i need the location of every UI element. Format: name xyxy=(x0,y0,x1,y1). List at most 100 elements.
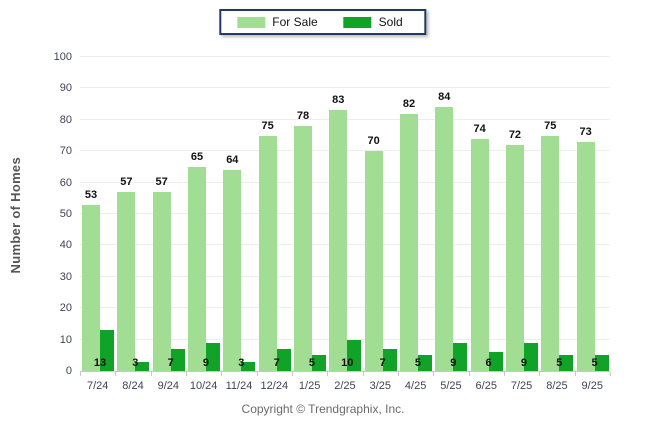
legend-item-sold: Sold xyxy=(343,15,403,29)
sold-value-label: 9 xyxy=(520,357,527,369)
for-sale-bar xyxy=(223,170,242,371)
for-sale-bar xyxy=(364,151,383,371)
sold-bar xyxy=(347,339,362,371)
x-axis-tick xyxy=(362,372,364,376)
for-sale-value-label: 75 xyxy=(544,119,557,132)
x-axis-tick xyxy=(468,372,470,376)
x-axis-tick xyxy=(115,372,117,376)
x-axis-label: 8/25 xyxy=(546,380,568,392)
x-axis-label: 9/25 xyxy=(581,380,603,392)
gridline xyxy=(80,87,610,89)
for-sale-bar xyxy=(541,135,560,371)
y-tick-label: 20 xyxy=(59,302,72,315)
sold-value-label: 9 xyxy=(202,357,210,369)
plot-area: 53 13 7/24 57 3 8/24 57 7 9/24 65 9 10/24 64 3 11/24 75… xyxy=(80,56,611,392)
sold-value-label: 5 xyxy=(308,357,316,369)
x-axis-tick xyxy=(80,372,81,376)
x-axis-tick xyxy=(610,372,611,376)
for-sale-bar xyxy=(329,110,348,371)
bar-group-8-25: 75 5 8/25 xyxy=(539,58,574,392)
legend-swatch-icon xyxy=(237,16,266,28)
bar-group-3-25: 70 7 3/25 xyxy=(363,58,398,392)
bar-group-2-25: 83 10 2/25 xyxy=(327,58,362,392)
for-sale-value-label: 73 xyxy=(579,125,592,138)
for-sale-value-label: 83 xyxy=(332,94,345,107)
y-axis-title: Number of Homes xyxy=(7,156,23,274)
bar-group-7-25: 72 9 7/25 xyxy=(504,58,539,392)
y-tick-label: 10 xyxy=(59,333,72,346)
for-sale-bar xyxy=(505,144,524,371)
sold-bar xyxy=(241,361,256,371)
bar-group-4-25: 82 5 4/25 xyxy=(398,58,433,392)
for-sale-value-label: 72 xyxy=(508,128,522,141)
y-axis-title-box: Number of Homes xyxy=(4,58,26,372)
x-axis-tick xyxy=(398,372,399,376)
sold-bar xyxy=(559,355,574,371)
sold-bar xyxy=(523,342,538,371)
x-axis-label: 5/25 xyxy=(440,380,462,392)
sold-bar xyxy=(311,355,326,371)
y-tick-label: 100 xyxy=(53,51,72,63)
for-sale-bar xyxy=(258,135,277,371)
y-axis-labels: 0 10 20 30 40 50 60 70 80 90 100 xyxy=(44,51,74,377)
x-axis-tick xyxy=(574,372,576,376)
for-sale-bar xyxy=(82,204,100,371)
sold-value-label: 7 xyxy=(379,357,386,369)
sold-bar xyxy=(276,349,291,371)
sold-bar xyxy=(100,330,114,371)
x-axis-label: 12/24 xyxy=(260,380,289,392)
x-axis-label: 11/24 xyxy=(225,380,253,392)
y-tick-label: 60 xyxy=(59,176,72,189)
y-tick-label: 30 xyxy=(59,270,72,283)
x-axis-label: 6/25 xyxy=(475,380,497,392)
x-axis-label: 8/24 xyxy=(122,380,144,392)
x-axis-label: 7/24 xyxy=(86,380,109,392)
x-axis-tick xyxy=(504,372,505,376)
for-sale-value-label: 84 xyxy=(438,91,451,104)
chart-legend: For Sale Sold xyxy=(219,9,427,35)
bar-group-5-25: 84 9 5/25 xyxy=(433,58,468,392)
sold-bar xyxy=(417,355,432,371)
sold-bar xyxy=(205,342,220,371)
x-axis-tick xyxy=(186,372,187,376)
sold-value-label: 10 xyxy=(341,357,354,369)
sold-value-label: 3 xyxy=(238,357,245,369)
y-tick-label: 90 xyxy=(59,82,72,95)
bar-group-7-24: 53 13 7/24 xyxy=(80,58,115,392)
for-sale-bar xyxy=(399,113,418,371)
y-tick-label: 80 xyxy=(59,113,72,126)
x-axis-label: 4/25 xyxy=(404,380,427,392)
sold-value-label: 5 xyxy=(591,357,598,369)
legend-label: Sold xyxy=(378,15,403,29)
y-tick-label: 40 xyxy=(59,239,72,252)
sold-value-label: 5 xyxy=(556,357,563,369)
x-axis-label: 1/25 xyxy=(298,380,321,392)
bar-group-8-24: 57 3 8/24 xyxy=(115,58,150,392)
y-tick-label: 0 xyxy=(65,365,72,377)
x-axis-tick xyxy=(221,372,223,376)
for-sale-bar xyxy=(187,166,206,371)
bar-group-11-24: 64 3 11/24 xyxy=(221,58,256,392)
sold-bar xyxy=(488,352,503,371)
for-sale-value-label: 57 xyxy=(155,176,168,189)
for-sale-value-label: 64 xyxy=(226,154,239,167)
sold-value-label: 3 xyxy=(132,357,139,369)
for-sale-value-label: 75 xyxy=(261,119,274,132)
for-sale-value-label: 57 xyxy=(120,176,133,189)
for-sale-value-label: 74 xyxy=(473,122,486,135)
bar-group-9-25: 73 5 9/25 xyxy=(575,58,610,392)
sold-value-label: 5 xyxy=(414,357,422,369)
sold-bar xyxy=(594,355,609,371)
x-axis-tick xyxy=(256,372,258,376)
for-sale-bar xyxy=(152,192,171,371)
bar-group-10-24: 65 9 10/24 xyxy=(186,58,221,392)
legend-swatch-icon xyxy=(343,16,372,28)
for-sale-bar xyxy=(117,192,136,371)
for-sale-bar xyxy=(435,107,454,371)
for-sale-bar xyxy=(576,141,595,371)
for-sale-value-label: 53 xyxy=(84,188,98,201)
x-axis-tick xyxy=(433,372,435,376)
for-sale-value-label: 70 xyxy=(367,135,380,148)
sold-value-label: 6 xyxy=(485,357,492,369)
